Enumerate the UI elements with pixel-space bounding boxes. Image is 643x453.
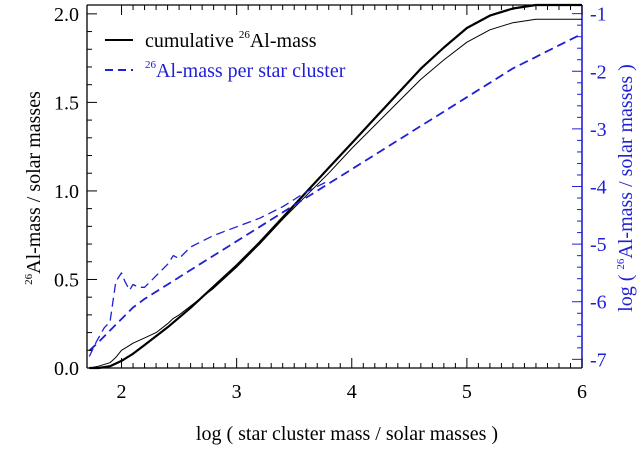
series-line-1 <box>89 18 582 369</box>
y-left-tick-label: 0.0 <box>54 358 79 380</box>
y-axis-right-title: log ( 26Al-mass / solar masses ) <box>615 64 637 312</box>
legend-label-cumulative: cumulative 26Al-mass <box>145 29 317 52</box>
y-right-tick-label: -2 <box>590 61 607 83</box>
y-left-tick-label: 1.0 <box>54 181 79 203</box>
plot-frame <box>86 4 583 369</box>
y-right-tick-label: -1 <box>590 4 607 26</box>
legend-label-per-cluster: 26Al-mass per star cluster <box>145 59 346 82</box>
x-tick-label: 2 <box>117 381 127 403</box>
x-tick-label: 4 <box>347 381 357 403</box>
y-left-tick-label: 2.0 <box>54 4 79 26</box>
y-right-tick-label: -5 <box>590 234 607 256</box>
y-right-tick-label: -4 <box>590 177 607 199</box>
x-tick-label: 6 <box>577 381 587 403</box>
series-layer <box>88 3 583 370</box>
y-left-tick-label: 1.5 <box>54 92 79 114</box>
y-axis-left-text: Al-mass / solar masses <box>23 91 45 274</box>
y-right-tick-label: -6 <box>590 292 607 314</box>
y-left-tick-label: 0.5 <box>54 269 79 291</box>
series-line-3 <box>88 180 329 357</box>
y-right-tick-label: -3 <box>590 119 607 141</box>
series-line-2 <box>88 32 583 352</box>
x-tick-label: 3 <box>232 381 242 403</box>
legend: cumulative 26Al-mass 26Al-mass per star … <box>105 29 346 82</box>
y-axis-right-text: Al-mass / solar masses ) <box>615 64 637 258</box>
y-right-tick-label: -7 <box>590 349 607 371</box>
y-axis-left-title: 26Al-mass / solar masses <box>23 91 45 285</box>
y-axis-left-sup: 26 <box>23 273 35 285</box>
y-axis-right-sup: 26 <box>615 258 627 270</box>
y-axis-right-prefix: log ( <box>615 270 637 312</box>
x-axis-title: log ( star cluster mass / solar masses ) <box>196 423 498 445</box>
x-tick-label: 5 <box>462 381 472 403</box>
tick-layer: 2 3 4 5 6 0.0 0.5 1.0 1.5 2.0 -1 -2 -3 -4 -5 -6 -7 <box>54 4 607 403</box>
